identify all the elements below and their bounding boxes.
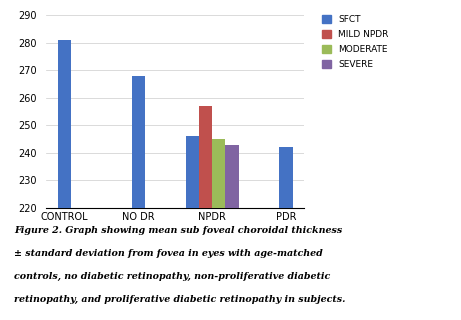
Bar <box>185 136 199 320</box>
Bar <box>279 148 293 320</box>
Text: controls, no diabetic retinopathy, non-proliferative diabetic: controls, no diabetic retinopathy, non-p… <box>14 272 330 281</box>
Text: retinopathy, and proliferative diabetic retinopathy in subjects.: retinopathy, and proliferative diabetic … <box>14 295 345 304</box>
Bar <box>58 40 71 320</box>
Bar <box>132 76 145 320</box>
Bar <box>212 139 225 320</box>
Bar <box>225 145 239 320</box>
Legend: SFCT, MILD NPDR, MODERATE, SEVERE: SFCT, MILD NPDR, MODERATE, SEVERE <box>319 12 391 72</box>
Text: ± standard deviation from fovea in eyes with age-matched: ± standard deviation from fovea in eyes … <box>14 249 323 258</box>
Bar <box>199 106 212 320</box>
Text: Figure 2. Graph showing mean sub foveal choroidal thickness: Figure 2. Graph showing mean sub foveal … <box>14 226 342 235</box>
